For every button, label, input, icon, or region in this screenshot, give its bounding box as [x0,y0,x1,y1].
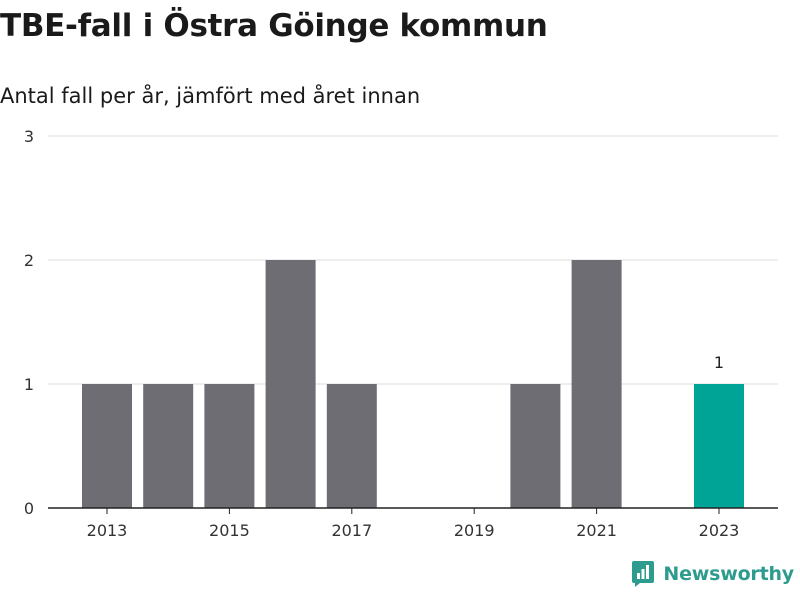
y-tick-label: 3 [24,127,34,146]
newsworthy-logo-text: Newsworthy [663,563,794,585]
y-tick-label: 0 [24,499,34,518]
chart-title: TBE-fall i Östra Göinge kommun [0,8,548,44]
newsworthy-logo: Newsworthy [631,560,794,588]
bar-2014 [143,384,194,508]
bar-2017 [326,384,377,508]
bar-2020 [510,384,561,508]
bar-2013 [82,384,132,508]
y-tick-label: 2 [24,251,34,270]
newsworthy-logo-icon [632,561,655,587]
x-tick-label: 2023 [699,521,740,540]
x-tick-label: 2013 [87,521,128,540]
chart-subtitle: Antal fall per år, jämfört med året inna… [0,84,421,108]
x-tick-label: 2021 [576,521,617,540]
bar-2015 [204,384,255,508]
bar-2023 [694,384,744,508]
x-tick-label: 2019 [454,521,495,540]
bar-2021 [571,260,622,508]
y-tick-label: 1 [24,375,34,394]
x-tick-label: 2017 [331,521,372,540]
data-label: 1 [714,353,724,372]
bar-2016 [265,260,316,508]
x-tick-label: 2015 [209,521,250,540]
